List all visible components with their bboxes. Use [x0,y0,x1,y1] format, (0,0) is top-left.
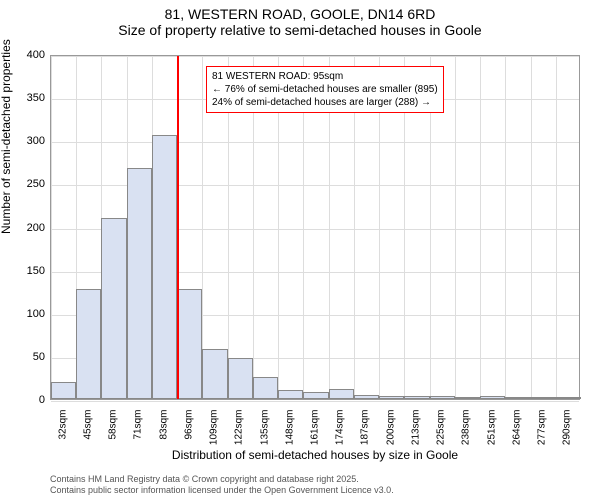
x-tick-label: 161sqm [310,410,321,450]
chart-title: 81, WESTERN ROAD, GOOLE, DN14 6RD [0,0,600,22]
x-tick-label: 187sqm [360,410,371,450]
y-tick-label: 0 [39,394,45,406]
y-tick-label: 100 [27,308,45,320]
x-tick-label: 148sqm [284,410,295,450]
histogram-bar [430,396,455,399]
y-tick-label: 150 [27,265,45,277]
histogram-bar [354,395,379,399]
y-tick-label: 250 [27,178,45,190]
reference-line [177,56,179,399]
gridline-vertical [505,56,506,399]
histogram-bar [278,390,303,399]
y-tick-label: 400 [27,49,45,61]
histogram-bar [379,396,404,399]
histogram-bar [152,135,177,399]
x-tick-label: 174sqm [335,410,346,450]
footer-caption: Contains HM Land Registry data © Crown c… [50,474,394,496]
histogram-bar [253,377,278,399]
histogram-bar [505,397,530,399]
histogram-bar [127,168,152,399]
x-tick-label: 122sqm [234,410,245,450]
chart-subtitle: Size of property relative to semi-detach… [0,22,600,46]
annotation-box: 81 WESTERN ROAD: 95sqm ← 76% of semi-det… [206,66,444,113]
chart-container: 81, WESTERN ROAD, GOOLE, DN14 6RD Size o… [0,0,600,500]
x-tick-label: 225sqm [436,410,447,450]
x-tick-label: 200sqm [385,410,396,450]
gridline-vertical [51,56,52,399]
histogram-bar [455,397,480,399]
histogram-bar [51,382,76,399]
x-tick-label: 45sqm [82,410,93,450]
histogram-bar [303,392,328,399]
gridline-vertical [556,56,557,399]
gridline-vertical [480,56,481,399]
histogram-bar [177,289,202,399]
histogram-bar [480,396,505,399]
caption-line-1: Contains HM Land Registry data © Crown c… [50,474,394,485]
histogram-bar [329,389,354,399]
x-axis-label: Distribution of semi-detached houses by … [50,448,580,462]
x-tick-label: 238sqm [461,410,472,450]
histogram-bar [228,358,253,399]
histogram-bar [202,349,227,399]
y-tick-label: 200 [27,222,45,234]
y-tick-label: 300 [27,135,45,147]
y-tick-label: 50 [33,351,45,363]
gridline-horizontal [51,401,579,402]
histogram-bar [556,397,581,399]
y-tick-label: 350 [27,92,45,104]
x-tick-label: 264sqm [511,410,522,450]
gridline-horizontal [51,56,579,57]
gridline-vertical [455,56,456,399]
histogram-bar [404,396,429,399]
annotation-line-2: ← 76% of semi-detached houses are smalle… [212,83,438,96]
x-tick-label: 277sqm [537,410,548,450]
x-tick-label: 290sqm [562,410,573,450]
x-tick-label: 213sqm [410,410,421,450]
gridline-vertical [531,56,532,399]
histogram-bar [531,397,556,399]
histogram-bar [101,218,126,399]
caption-line-2: Contains public sector information licen… [50,485,394,496]
x-tick-label: 135sqm [259,410,270,450]
x-tick-label: 71sqm [133,410,144,450]
gridline-vertical [202,56,203,399]
y-axis-label: Number of semi-detached properties [0,39,13,234]
x-tick-label: 96sqm [183,410,194,450]
x-tick-label: 58sqm [108,410,119,450]
x-tick-label: 109sqm [209,410,220,450]
histogram-bar [76,289,101,399]
annotation-line-3: 24% of semi-detached houses are larger (… [212,96,438,109]
x-tick-label: 32sqm [57,410,68,450]
gridline-horizontal [51,142,579,143]
x-tick-label: 251sqm [486,410,497,450]
annotation-line-1: 81 WESTERN ROAD: 95sqm [212,70,438,83]
x-tick-label: 83sqm [158,410,169,450]
